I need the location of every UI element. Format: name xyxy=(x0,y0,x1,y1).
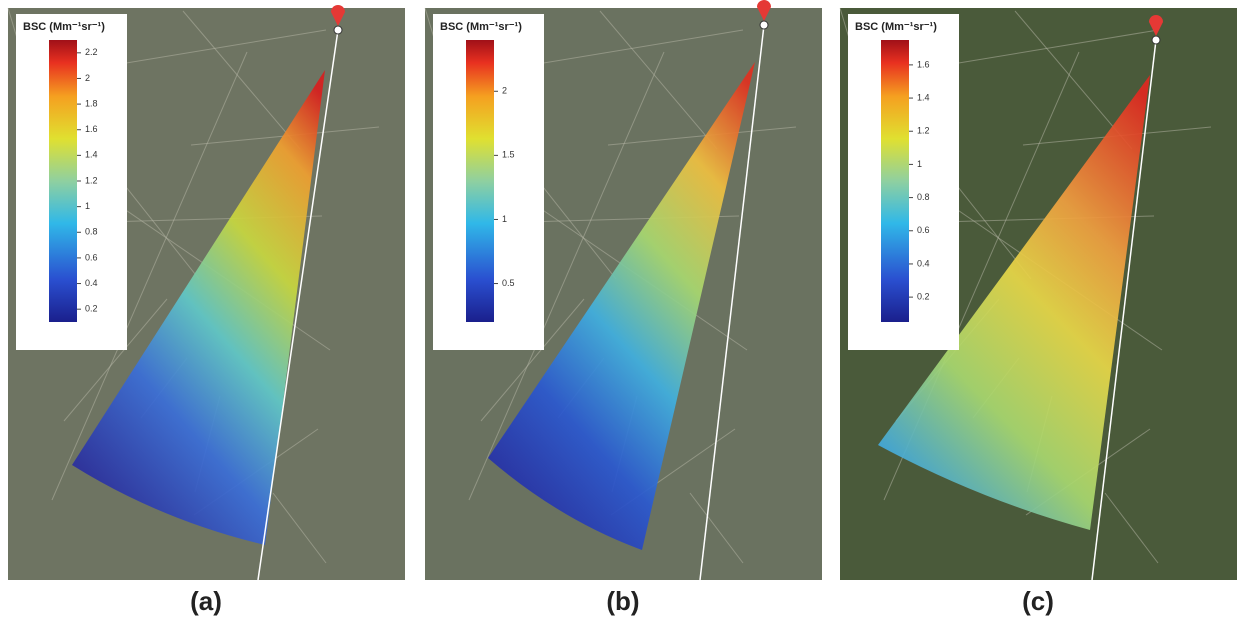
colorbar-title: BSC (Mm⁻¹sr⁻¹) xyxy=(23,21,105,33)
colorbar-tick-label: 1.8 xyxy=(85,98,98,108)
colorbar-tick-label: 0.8 xyxy=(917,192,930,202)
panel-label: (a) xyxy=(190,586,222,616)
colorbar-tick-label: 1 xyxy=(85,201,90,211)
lidar-location xyxy=(1152,36,1160,44)
colorbar-tick-label: 0.4 xyxy=(917,258,930,268)
colorbar-tick-label: 2 xyxy=(502,86,507,96)
colorbar xyxy=(881,40,909,322)
colorbar-tick-label: 1.2 xyxy=(85,175,98,185)
colorbar-tick-label: 0.2 xyxy=(917,291,930,301)
panel-label: (c) xyxy=(1022,586,1054,616)
lidar-location xyxy=(760,21,768,29)
colorbar-tick-label: 1.6 xyxy=(917,59,930,69)
colorbar-tick-label: 0.8 xyxy=(85,227,98,237)
colorbar xyxy=(49,40,77,322)
colorbar-tick-label: 2 xyxy=(85,73,90,83)
colorbar-tick-label: 1.4 xyxy=(85,150,98,160)
colorbar-tick-label: 1 xyxy=(502,214,507,224)
lidar-location xyxy=(334,26,342,34)
colorbar-tick-label: 0.6 xyxy=(85,252,98,262)
colorbar-tick-label: 0.6 xyxy=(917,225,930,235)
colorbar-tick-label: 1.2 xyxy=(917,126,930,136)
colorbar-tick-label: 0.5 xyxy=(502,278,515,288)
colorbar-tick-label: 2.2 xyxy=(85,47,98,57)
panel-label: (b) xyxy=(606,586,639,616)
colorbar-tick-label: 0.2 xyxy=(85,304,98,314)
colorbar-tick-label: 0.4 xyxy=(85,278,98,288)
colorbar-title: BSC (Mm⁻¹sr⁻¹) xyxy=(440,21,522,33)
colorbar-tick-label: 1.4 xyxy=(917,92,930,102)
colorbar-tick-label: 1.6 xyxy=(85,124,98,134)
colorbar-title: BSC (Mm⁻¹sr⁻¹) xyxy=(855,21,937,33)
colorbar xyxy=(466,40,494,322)
colorbar-tick-label: 1.5 xyxy=(502,150,515,160)
colorbar-tick-label: 1 xyxy=(917,159,922,169)
figure: BSC (Mm⁻¹sr⁻¹) 2.2 2 1.8 1.6 1.4 1.2 1 0.8 0.6 0.4… xyxy=(0,0,1239,623)
